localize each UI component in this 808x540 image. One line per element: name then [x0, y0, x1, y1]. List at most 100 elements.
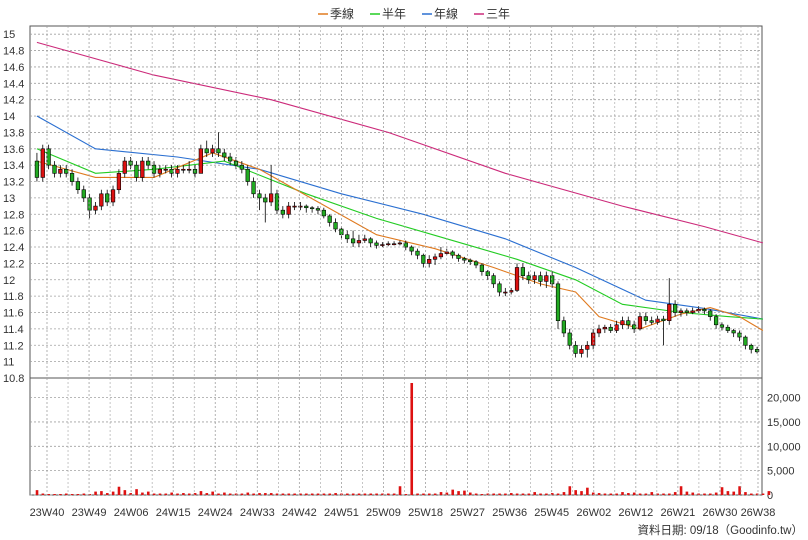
candle-body [345, 234, 350, 240]
volume-bar [404, 494, 408, 495]
candle [678, 308, 684, 317]
chart-legend: 季線 半年 年線 三年 [318, 6, 510, 21]
candle-body [661, 318, 666, 321]
price-tick-label: 15 [3, 29, 15, 41]
candle [204, 140, 209, 157]
candle [620, 316, 625, 329]
volume-bar [744, 492, 747, 495]
candle-body [269, 193, 274, 203]
candle-body [544, 275, 549, 282]
candle-body [397, 242, 403, 245]
candle-body [187, 168, 192, 171]
candle-body [696, 308, 701, 312]
legend-entry: 季線 [318, 6, 354, 21]
volume-bar [615, 493, 618, 495]
candle [713, 314, 719, 329]
candle-body [327, 215, 332, 223]
candle-body [702, 308, 707, 312]
candle [456, 253, 461, 262]
candle-body [567, 332, 572, 346]
candle [567, 328, 572, 350]
candle [497, 281, 502, 297]
candle-body [128, 160, 133, 166]
candle [725, 324, 730, 333]
candle [602, 324, 607, 333]
volume-bar [732, 491, 736, 495]
candle [192, 165, 198, 178]
volume-bar [65, 493, 68, 495]
legend-entry: 三年 [474, 7, 510, 21]
x-tick-label: 26W38 [741, 507, 776, 519]
volume-bar [767, 491, 771, 495]
candle-body [34, 160, 40, 178]
volume-bar [205, 493, 209, 495]
volume-bar [398, 486, 402, 495]
volume-bar [486, 493, 490, 495]
candle-body [655, 318, 660, 323]
volume-bar [375, 493, 378, 495]
x-tick-label: 23W49 [72, 507, 107, 519]
volume-bar [568, 486, 572, 495]
volume-bar [416, 493, 419, 495]
candle [473, 260, 479, 269]
volume-bar [223, 492, 226, 495]
volume-bar [533, 492, 536, 495]
x-tick-label: 24W42 [282, 507, 317, 519]
candle [684, 308, 689, 316]
volume-bar [433, 493, 437, 495]
candle [386, 241, 391, 247]
volume-bar [258, 493, 261, 495]
candle-body [708, 310, 713, 317]
x-tick-label: 26W02 [576, 507, 611, 519]
legend-label: 半年 [382, 7, 406, 21]
candle [304, 204, 309, 213]
candle-body [485, 271, 490, 276]
price-tick-label: 10.8 [3, 373, 24, 385]
candle [438, 247, 444, 260]
volume-bar [632, 492, 636, 495]
candle [585, 341, 590, 358]
candle-body [725, 326, 730, 331]
candle-body [456, 254, 461, 259]
price-tick-label: 11.4 [3, 324, 24, 336]
candle-body [321, 209, 326, 217]
candle [743, 335, 748, 350]
candle [99, 189, 104, 211]
candle-body [87, 197, 92, 211]
candle-body [608, 326, 613, 331]
volume-bar [82, 493, 86, 495]
candle [93, 202, 98, 215]
volume-bar [738, 486, 741, 495]
candle [309, 206, 315, 213]
candle-body [81, 189, 86, 199]
volume-bar [451, 489, 455, 495]
price-tick-label: 12 [3, 275, 15, 287]
volume-bar [673, 492, 677, 495]
candle [298, 202, 303, 211]
price-tick-label: 14.6 [3, 62, 24, 74]
candle-body [391, 243, 397, 246]
volume-bar [621, 492, 624, 495]
candle [514, 263, 520, 293]
volume-bar [422, 493, 425, 495]
candle-body [450, 251, 455, 256]
candle-body [286, 205, 291, 215]
candle [667, 278, 672, 325]
volume-bar [281, 493, 285, 495]
candle-body [64, 168, 69, 174]
candle-body [251, 181, 256, 195]
volume-bar [703, 493, 706, 495]
candle-body [134, 164, 139, 178]
volume-bar [504, 493, 507, 495]
candle [409, 245, 414, 256]
candle-body [555, 283, 561, 321]
candle [40, 144, 45, 182]
candle-body [468, 259, 473, 263]
x-tick-label: 24W15 [156, 507, 191, 519]
volume-bar [627, 493, 630, 495]
price-tick-label: 14.4 [3, 78, 24, 90]
candle-body [315, 208, 321, 211]
x-tick-label: 25W45 [534, 507, 569, 519]
candle [374, 240, 379, 249]
candle [538, 271, 543, 287]
